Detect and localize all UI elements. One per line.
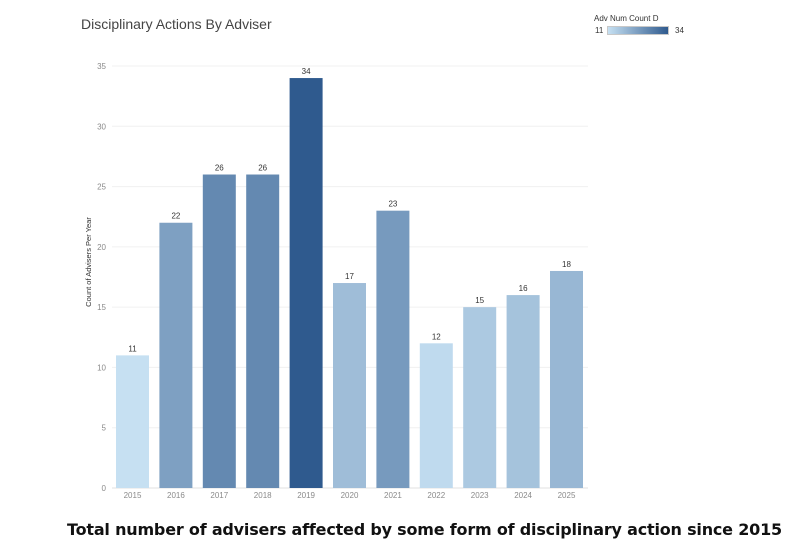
- x-tick-label: 2023: [471, 491, 489, 500]
- color-legend: Adv Num Count D 11 34: [594, 14, 694, 38]
- bar-value-label: 22: [171, 212, 180, 221]
- bar: [506, 295, 540, 488]
- y-tick-label: 25: [97, 183, 106, 192]
- bar: [159, 222, 193, 488]
- bar-value-label: 15: [475, 296, 484, 305]
- y-tick-label: 30: [97, 122, 106, 131]
- bar-value-label: 26: [215, 164, 224, 173]
- bar-value-label: 11: [128, 344, 137, 353]
- bar: [550, 270, 583, 488]
- bar: [116, 355, 149, 488]
- bar-value-label: 26: [258, 164, 267, 173]
- y-tick-label: 5: [102, 424, 107, 433]
- legend-max-label: 34: [675, 26, 684, 35]
- y-tick-label: 35: [97, 62, 106, 71]
- x-tick-label: 2017: [210, 491, 228, 500]
- y-axis-title: Count of Advisers Per Year: [84, 217, 93, 307]
- bar: [333, 283, 366, 488]
- bar: [419, 343, 453, 488]
- bar: [376, 210, 410, 488]
- bar: [202, 174, 236, 488]
- bar-value-label: 23: [388, 200, 397, 209]
- bar: [289, 78, 323, 489]
- x-tick-label: 2022: [427, 491, 445, 500]
- footer-caption: Total number of advisers affected by som…: [67, 520, 782, 539]
- bar-value-label: 18: [562, 260, 571, 269]
- x-tick-label: 2018: [254, 491, 272, 500]
- bar: [246, 174, 280, 488]
- x-tick-label: 2020: [341, 491, 359, 500]
- bar-value-label: 16: [519, 284, 528, 293]
- bar-value-label: 34: [302, 67, 311, 76]
- y-tick-label: 10: [97, 363, 106, 372]
- x-tick-label: 2021: [384, 491, 402, 500]
- x-tick-label: 2015: [124, 491, 142, 500]
- chart-title: Disciplinary Actions By Adviser: [81, 16, 272, 32]
- y-tick-label: 20: [97, 243, 106, 252]
- y-tick-label: 15: [97, 303, 106, 312]
- x-tick-label: 2016: [167, 491, 185, 500]
- x-tick-label: 2019: [297, 491, 315, 500]
- bar-value-label: 17: [345, 272, 354, 281]
- x-tick-label: 2024: [514, 491, 532, 500]
- legend-title: Adv Num Count D: [594, 14, 659, 23]
- legend-min-label: 11: [595, 26, 604, 35]
- legend-color-ramp: [607, 26, 669, 35]
- bar-value-label: 12: [432, 332, 441, 341]
- x-tick-label: 2025: [558, 491, 576, 500]
- bar: [463, 307, 497, 488]
- y-tick-label: 0: [102, 484, 107, 493]
